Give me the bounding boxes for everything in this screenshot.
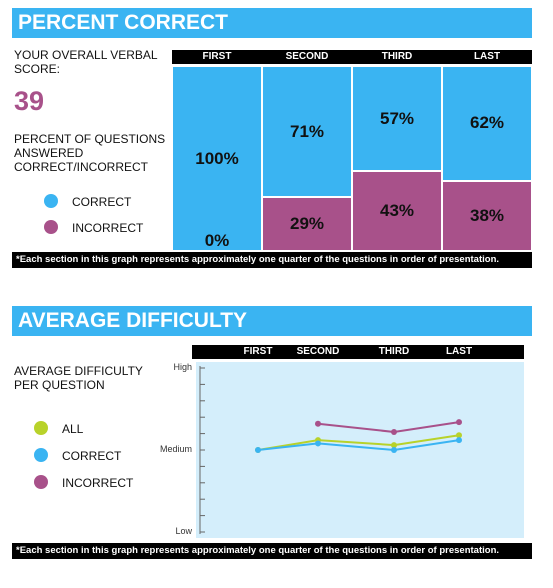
incorrect-legend-label: INCORRECT [72, 221, 144, 235]
line-category-third: THIRD [378, 346, 410, 357]
bar-category-last: LAST [473, 51, 501, 62]
line-chart-header: FIRST SECOND THIRD LAST [192, 345, 524, 359]
average-difficulty-banner: AVERAGE DIFFICULTY [12, 306, 532, 336]
line-category-last: LAST [445, 346, 473, 357]
all-legend-label: ALL [62, 422, 84, 436]
bar-incorrect-label-last: 38% [469, 205, 505, 225]
correct-legend-dot [44, 194, 58, 208]
bar-incorrect-third [352, 171, 442, 251]
bar-correct-second [262, 66, 352, 198]
bar-incorrect-last [442, 180, 532, 251]
bar-category-first: FIRST [202, 51, 232, 62]
bar-correct-label-second: 71% [289, 121, 325, 141]
percent-correct-banner: PERCENT CORRECT [12, 8, 532, 38]
series-point-correct [391, 447, 397, 453]
bar-correct-label-first: 100% [195, 148, 239, 168]
line-chart-plot-area [196, 362, 524, 538]
series-point-correct [255, 447, 261, 453]
line-chart-y-axis: High Medium Low [140, 360, 196, 540]
series-line-correct [257, 439, 460, 452]
correct-legend-label: CORRECT [72, 195, 132, 209]
series-point-correct [315, 440, 321, 447]
incorrect-legend-dot [44, 220, 58, 234]
series-point-incorrect [391, 428, 397, 435]
bar-incorrect-second [262, 197, 352, 251]
bar-incorrect-label-second: 29% [289, 214, 325, 234]
series-point-all [456, 432, 462, 439]
bar-category-second: SECOND [285, 51, 329, 62]
bar-incorrect-label-first: 0% [204, 231, 230, 250]
footnote-1: *Each section in this graph represents a… [12, 252, 532, 268]
correct-legend-label-2: CORRECT [62, 449, 122, 463]
series-point-correct [456, 437, 462, 444]
series-point-all [391, 442, 397, 449]
bar-correct-label-last: 62% [469, 113, 505, 133]
score-value: 39 [14, 86, 45, 116]
series-point-incorrect [315, 420, 321, 427]
bar-correct-first [172, 66, 262, 251]
y-tick-label-low: Low [175, 526, 192, 536]
line-category-second: SECOND [296, 346, 340, 357]
bar-chart-header: FIRST SECOND THIRD LAST [172, 50, 532, 64]
score-label: YOUR OVERALL VERBAL SCORE: [14, 48, 158, 76]
bar-category-third: THIRD [381, 51, 413, 62]
bar-correct-third [352, 66, 442, 172]
correct-legend-dot-2 [34, 448, 48, 462]
bar-correct-label-third: 57% [379, 108, 415, 128]
y-tick-label-medium: Medium [159, 444, 192, 454]
footnote-2: *Each section in this graph represents a… [12, 543, 532, 559]
incorrect-legend-dot-2 [34, 475, 48, 489]
bar-correct-last [442, 66, 532, 181]
y-tick-label-high: High [173, 362, 192, 372]
bar-incorrect-label-third: 43% [379, 201, 415, 221]
all-legend-dot [34, 421, 48, 435]
series-line-all [257, 434, 460, 451]
series-point-incorrect [456, 419, 462, 426]
line-category-first: FIRST [243, 346, 273, 357]
difficulty-side-label: AVERAGE DIFFICULTY PER QUESTION [14, 364, 143, 392]
incorrect-legend-label-2: INCORRECT [62, 476, 134, 490]
line-chart [196, 362, 524, 538]
questions-label: PERCENT OF QUESTIONS ANSWERED CORRECT/IN… [14, 132, 166, 174]
bar-chart: 100% 0% 71% 29% 57% 43% 62% 38% [172, 66, 532, 253]
